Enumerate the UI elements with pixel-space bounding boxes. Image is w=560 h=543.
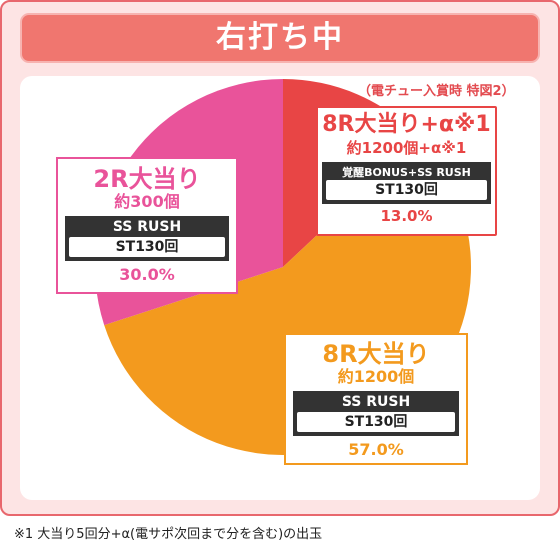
slice-st-1: ST130回 [297,412,455,432]
slice-mode-block-2: SS RUSH ST130回 [65,216,229,261]
slice-mode-block-1: SS RUSH ST130回 [293,391,459,436]
slice-st-2: ST130回 [69,237,225,257]
slice-label-box-2: 2R大当り 約300個 SS RUSH ST130回 30.0% [56,157,238,294]
footnote: ※1 大当り5回分+α(電サポ次回まで分を含む)の出玉 [14,527,323,542]
slice-sub-1: 約1200個 [337,367,415,386]
slice-st-0: ST130回 [326,180,487,200]
slice-mode-1: SS RUSH [341,394,411,410]
slice-label-box-1: 8R大当り 約1200個 SS RUSH ST130回 57.0% [284,333,468,465]
slice-mode-block-0: 覚醒BONUS+SS RUSH ST130回 [322,162,491,204]
slice-label-2: 2R大当り [93,165,201,193]
slice-pct-0: 13.0% [380,207,433,225]
slice-mode-0: 覚醒BONUS+SS RUSH [342,166,471,179]
page-title: 右打ち中 [20,13,540,63]
slice-sub-2: 約300個 [114,192,180,211]
slice-pct-2: 30.0% [119,265,175,284]
slice-pct-1: 57.0% [348,440,404,459]
pie-note: （電チュー入賞時 特図2） [358,84,515,99]
slice-label-box-0: 8R大当り+α※1 約1200個+α※1 覚醒BONUS+SS RUSH ST1… [316,106,497,236]
slice-label-1: 8R大当り [322,340,430,368]
slice-label-0: 8R大当り+α※1 [322,112,491,137]
slice-sub-0: 約1200個+α※1 [346,139,467,157]
slice-mode-2: SS RUSH [112,219,182,235]
